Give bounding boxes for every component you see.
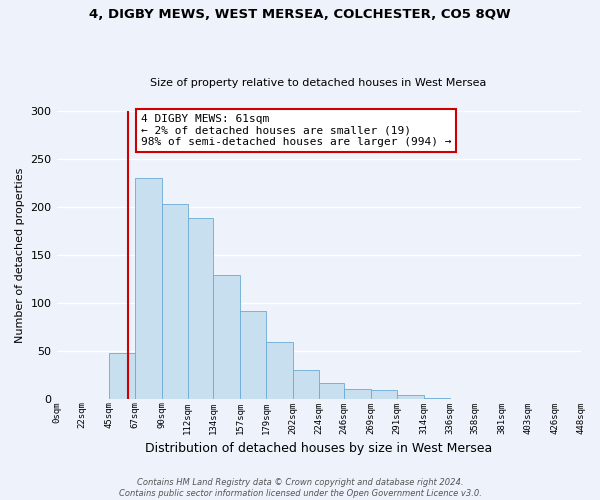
Bar xyxy=(109,352,135,399)
Bar xyxy=(266,342,293,398)
Title: Size of property relative to detached houses in West Mersea: Size of property relative to detached ho… xyxy=(151,78,487,88)
Y-axis label: Number of detached properties: Number of detached properties xyxy=(15,167,25,342)
Bar xyxy=(371,390,397,398)
Bar xyxy=(319,384,344,398)
Bar xyxy=(397,395,424,398)
Text: 4, DIGBY MEWS, WEST MERSEA, COLCHESTER, CO5 8QW: 4, DIGBY MEWS, WEST MERSEA, COLCHESTER, … xyxy=(89,8,511,20)
Bar xyxy=(135,178,162,398)
Bar xyxy=(188,218,213,398)
Bar xyxy=(162,204,188,398)
Bar xyxy=(213,275,240,398)
Text: Contains HM Land Registry data © Crown copyright and database right 2024.
Contai: Contains HM Land Registry data © Crown c… xyxy=(119,478,481,498)
X-axis label: Distribution of detached houses by size in West Mersea: Distribution of detached houses by size … xyxy=(145,442,492,455)
Bar xyxy=(344,389,371,398)
Text: 4 DIGBY MEWS: 61sqm
← 2% of detached houses are smaller (19)
98% of semi-detache: 4 DIGBY MEWS: 61sqm ← 2% of detached hou… xyxy=(141,114,451,147)
Bar xyxy=(293,370,319,398)
Bar xyxy=(240,312,266,398)
